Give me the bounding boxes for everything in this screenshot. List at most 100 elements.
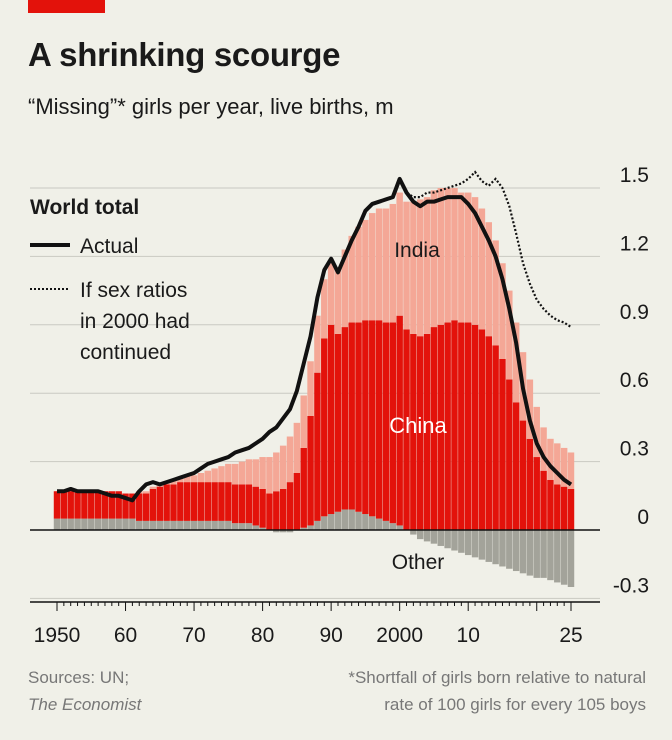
bar-other (108, 518, 116, 530)
bar-china (369, 320, 376, 517)
bar-china (273, 491, 280, 530)
bar-china (403, 329, 410, 530)
stacked-bars (53, 188, 575, 587)
bar-china (286, 482, 294, 530)
bar-other (231, 523, 239, 530)
legend-actual-label: Actual (80, 235, 138, 258)
bar-india (423, 197, 431, 334)
bar-china (389, 322, 397, 524)
bar-china (417, 336, 424, 530)
bar-china (396, 315, 403, 526)
bar-other (471, 530, 479, 558)
bar-china (279, 488, 287, 530)
bar-india (273, 452, 280, 492)
bar-other (177, 520, 184, 530)
bar-other (225, 520, 232, 530)
bar-other (417, 530, 424, 540)
y-tick-label: 1.5 (620, 164, 649, 187)
bar-india (403, 201, 410, 330)
bar-other (560, 530, 568, 585)
bar-other (492, 530, 499, 565)
x-tick-label: 2000 (376, 624, 423, 647)
area-label-other: Other (392, 551, 445, 574)
bar-other (74, 518, 81, 530)
bar-other (300, 527, 307, 530)
bar-china (423, 333, 431, 530)
bar-other (81, 518, 88, 530)
bar-china (300, 447, 307, 528)
bar-india (355, 226, 362, 323)
bar-china (485, 336, 492, 530)
legend-heading: World total (30, 196, 139, 219)
bar-india (499, 263, 506, 359)
bar-india (417, 199, 424, 337)
bar-other (444, 530, 451, 549)
bar-other (218, 520, 225, 530)
bar-other (211, 520, 218, 530)
bar-india (348, 235, 355, 323)
bar-china (115, 491, 122, 519)
bar-other (451, 530, 458, 551)
bar-other (115, 518, 122, 530)
bar-india (341, 249, 349, 328)
y-tick-label: 0.3 (620, 438, 649, 461)
bar-china (156, 486, 164, 521)
bar-other (567, 530, 575, 587)
bar-other (410, 530, 417, 535)
bar-china (266, 493, 273, 530)
bar-india (382, 208, 390, 323)
bar-india (314, 315, 321, 373)
bar-other (204, 520, 211, 530)
bar-other (485, 530, 492, 562)
bar-other (170, 520, 177, 530)
bar-india (225, 463, 232, 483)
bar-china (554, 484, 561, 530)
bar-india (245, 459, 253, 485)
bar-china (362, 320, 369, 515)
bar-other (136, 520, 143, 530)
bar-other (156, 520, 164, 530)
bar-india (430, 190, 438, 328)
bar-china (259, 488, 266, 528)
bar-china (526, 438, 534, 530)
bar-china (142, 493, 150, 521)
bar-china (437, 324, 445, 530)
bar-china (540, 470, 547, 530)
bar-other (314, 520, 321, 530)
bar-other (547, 530, 554, 581)
bar-other (307, 525, 314, 530)
x-tick-label: 70 (182, 624, 205, 647)
bar-india (231, 463, 239, 485)
bar-other (341, 509, 349, 530)
bar-india (279, 445, 287, 489)
bar-china (355, 322, 362, 512)
series-lines (57, 170, 573, 503)
bar-other (163, 520, 170, 530)
bar-other (129, 518, 136, 530)
bar-india (560, 447, 568, 487)
bar-china (218, 482, 225, 521)
bar-china (170, 484, 177, 521)
bar-india (554, 443, 561, 485)
chart-title: A shrinking scourge (28, 36, 341, 73)
bar-india (369, 213, 376, 321)
bar-other (348, 509, 355, 530)
bar-india (444, 188, 451, 323)
footnote-line-1: *Shortfall of girls born relative to nat… (348, 668, 646, 687)
bar-other (67, 518, 74, 530)
bar-other (259, 527, 266, 530)
bar-china (444, 322, 451, 530)
bar-india (485, 222, 492, 337)
bar-india (492, 240, 499, 346)
bar-india (142, 491, 150, 494)
bar-india (197, 473, 205, 483)
bar-china (238, 484, 246, 524)
bar-other (540, 530, 547, 578)
bar-india (471, 197, 479, 325)
bar-china (512, 402, 520, 530)
bar-china (149, 488, 157, 521)
bar-china (334, 333, 342, 512)
bar-india (533, 406, 540, 458)
brand-tag (28, 0, 105, 13)
bar-other (122, 518, 129, 530)
